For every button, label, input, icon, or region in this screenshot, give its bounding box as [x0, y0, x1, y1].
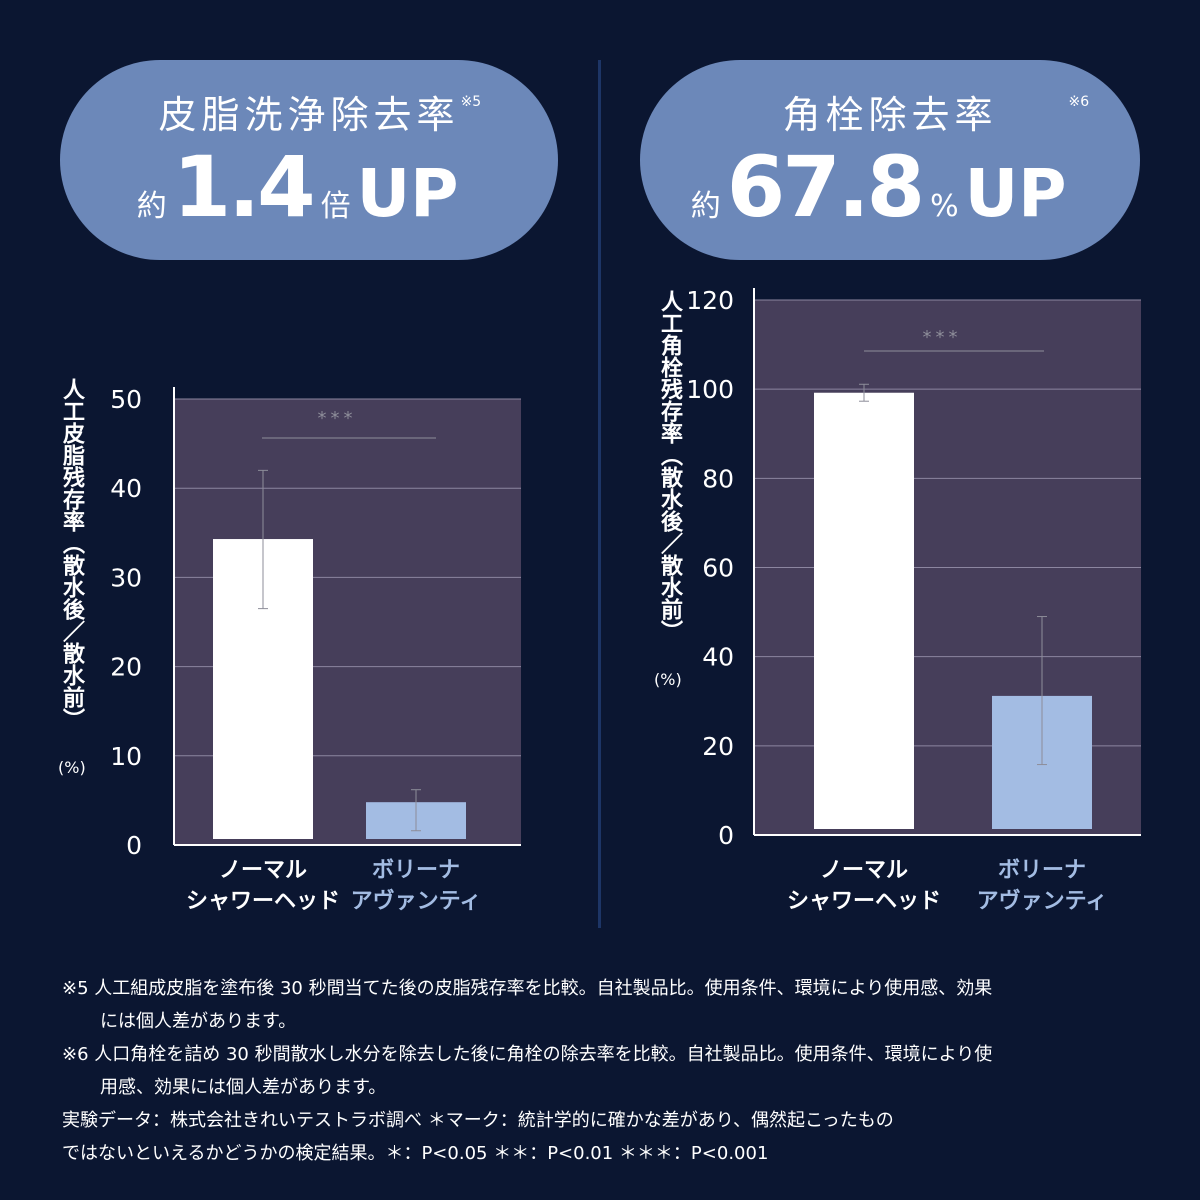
- left-category-label-1-line1: ノーマル: [219, 858, 307, 883]
- right-y-tick-20: 20: [702, 732, 734, 761]
- right-category-label-2-line1: ボリーナ: [998, 858, 1086, 883]
- right-y-tick-0: 0: [718, 821, 734, 850]
- right-y-tick-60: 60: [702, 554, 734, 583]
- left-stat-value: 1.4: [172, 138, 316, 236]
- footnote-5-line2: には個人差があります。: [100, 1011, 297, 1032]
- left-stat-pill: 皮脂洗浄除去率 約1.4 倍UP ※5: [60, 60, 558, 260]
- footnote-data-line1: 実験データ：株式会社きれいテストラボ調べ ＊マーク：統計学的に確かな差があり、偶…: [62, 1110, 894, 1131]
- left-category-label-2-line1: ボリーナ: [372, 858, 460, 883]
- footnotes: ※5 人工組成皮脂を塗布後 30 秒間当てた後の皮脂残存率を比較。自社製品比。使…: [62, 972, 1152, 1170]
- footnote-5-line1: ※5 人工組成皮脂を塗布後 30 秒間当てた後の皮脂残存率を比較。自社製品比。使…: [62, 978, 993, 999]
- right-category-label-1-line1: ノーマル: [820, 858, 908, 883]
- footnote-6-line2: 用感、効果には個人差があります。: [100, 1077, 387, 1098]
- right-pill-stat: 約67.8 %UP ※6: [640, 94, 1140, 236]
- left-category-label-2-line2: アヴァンティ: [351, 888, 482, 914]
- left-stat-prefix: 約: [136, 189, 167, 224]
- left-y-tick-50: 50: [110, 385, 142, 414]
- right-y-tick-100: 100: [686, 375, 734, 404]
- center-divider: [598, 60, 601, 928]
- left-category-label-1-line2: シャワーヘッド: [186, 889, 340, 914]
- left-stat-up: UP: [356, 155, 459, 232]
- right-significance-label: ***: [923, 327, 962, 348]
- right-stat-value: 67.8: [726, 138, 925, 236]
- right-category-label-2-line2: アヴァンティ: [977, 888, 1108, 914]
- left-pill-title: 皮脂洗浄除去率: [158, 93, 460, 137]
- footnote-data-line2: ではないといえるかどうかの検定結果。＊：P<0.05 ＊＊：P<0.01 ＊＊＊…: [62, 1143, 769, 1164]
- left-y-tick-20: 20: [110, 653, 142, 682]
- left-y-tick-0: 0: [126, 831, 142, 860]
- right-stat-unit: %: [930, 189, 959, 224]
- left-y-tick-30: 30: [110, 563, 142, 592]
- right-stat-prefix: 約: [690, 189, 721, 224]
- right-stat-pill: 角栓除去率 約67.8 %UP ※6: [640, 60, 1140, 260]
- right-stat-up: UP: [964, 155, 1067, 232]
- left-y-tick-10: 10: [110, 742, 142, 771]
- left-y-axis-unit: (%): [58, 758, 86, 777]
- left-stat-note: ※5: [460, 94, 482, 110]
- right-y-axis-unit: (%): [654, 670, 682, 689]
- right-y-tick-40: 40: [702, 643, 734, 672]
- left-pill-stat: 約1.4 倍UP ※5: [60, 94, 558, 236]
- left-y-axis-label: 人工皮脂残存率（散水後／散水前）: [59, 378, 84, 730]
- right-bar-1: [814, 392, 914, 829]
- right-pill-title: 角栓除去率: [782, 93, 998, 137]
- right-y-axis-label: 人工角栓残存率（散水後／散水前）: [657, 290, 682, 642]
- right-stat-note: ※6: [1068, 94, 1090, 110]
- left-y-tick-40: 40: [110, 474, 142, 503]
- right-y-tick-80: 80: [702, 464, 734, 493]
- left-stat-unit: 倍: [320, 189, 351, 224]
- right-category-label-1-line2: シャワーヘッド: [787, 889, 941, 914]
- left-significance-label: ***: [318, 408, 357, 429]
- footnote-6-line1: ※6 人口角栓を詰め 30 秒間散水し水分を除去した後に角栓の除去率を比較。自社…: [62, 1044, 993, 1065]
- right-y-tick-120: 120: [686, 286, 734, 315]
